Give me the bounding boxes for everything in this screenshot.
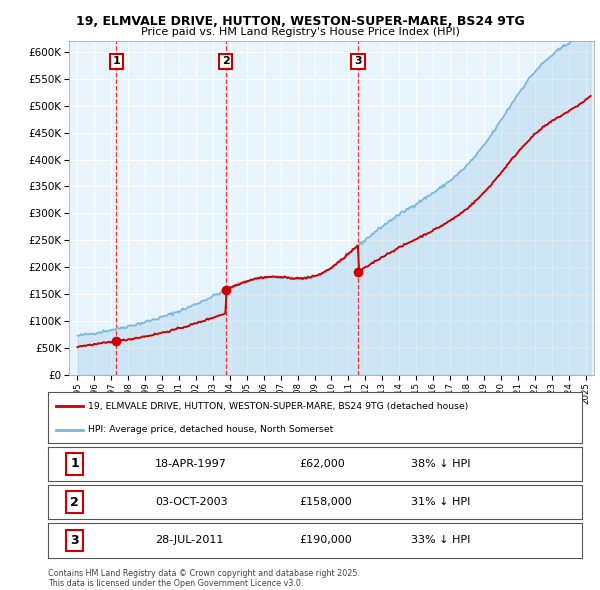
Text: £158,000: £158,000: [299, 497, 352, 507]
Text: HPI: Average price, detached house, North Somerset: HPI: Average price, detached house, Nort…: [88, 425, 334, 434]
Text: 33% ↓ HPI: 33% ↓ HPI: [411, 536, 470, 545]
Text: 3: 3: [354, 56, 362, 66]
Text: 3: 3: [70, 534, 79, 547]
Text: Price paid vs. HM Land Registry's House Price Index (HPI): Price paid vs. HM Land Registry's House …: [140, 27, 460, 37]
Text: 1: 1: [112, 56, 120, 66]
Text: 31% ↓ HPI: 31% ↓ HPI: [411, 497, 470, 507]
Text: 28-JUL-2011: 28-JUL-2011: [155, 536, 223, 545]
Text: 19, ELMVALE DRIVE, HUTTON, WESTON-SUPER-MARE, BS24 9TG: 19, ELMVALE DRIVE, HUTTON, WESTON-SUPER-…: [76, 15, 524, 28]
Text: 18-APR-1997: 18-APR-1997: [155, 459, 227, 468]
Text: 2: 2: [70, 496, 79, 509]
Text: £62,000: £62,000: [299, 459, 345, 468]
Text: 1: 1: [70, 457, 79, 470]
Text: 2: 2: [222, 56, 230, 66]
Text: £190,000: £190,000: [299, 536, 352, 545]
Text: Contains HM Land Registry data © Crown copyright and database right 2025.
This d: Contains HM Land Registry data © Crown c…: [48, 569, 360, 588]
Text: 03-OCT-2003: 03-OCT-2003: [155, 497, 227, 507]
Text: 38% ↓ HPI: 38% ↓ HPI: [411, 459, 470, 468]
Text: 19, ELMVALE DRIVE, HUTTON, WESTON-SUPER-MARE, BS24 9TG (detached house): 19, ELMVALE DRIVE, HUTTON, WESTON-SUPER-…: [88, 402, 469, 411]
